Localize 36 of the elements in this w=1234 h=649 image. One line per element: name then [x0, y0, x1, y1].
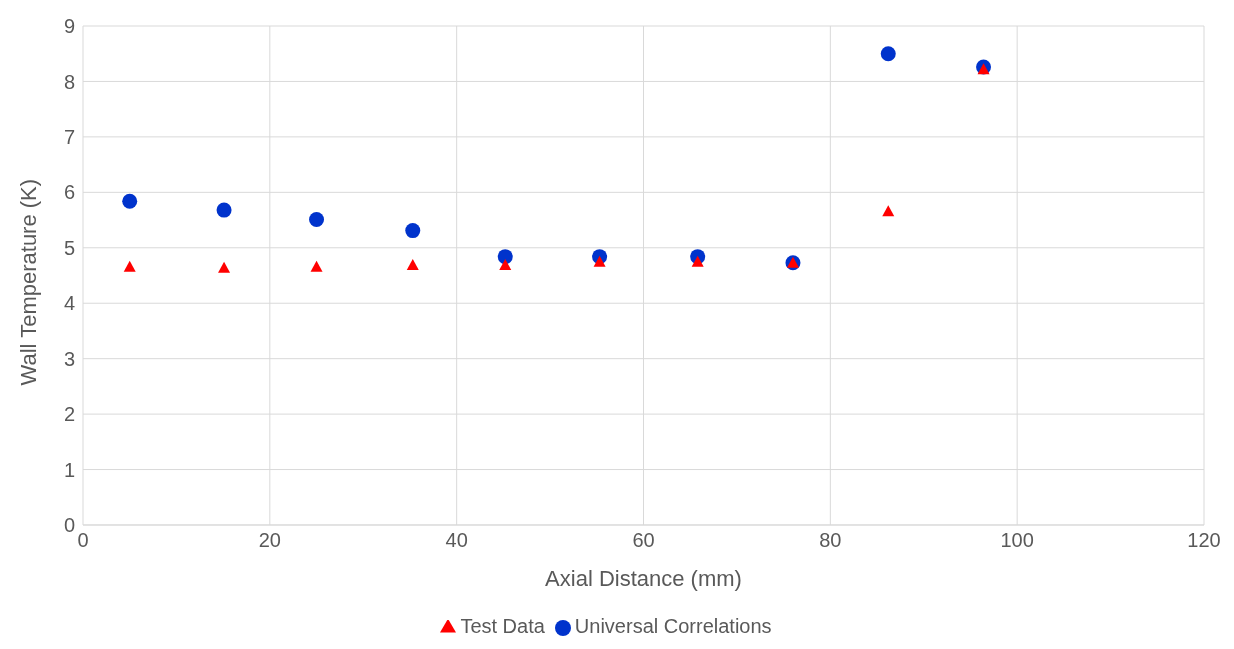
x-tick-label: 100: [1000, 529, 1034, 552]
x-tick-label: 0: [77, 529, 89, 552]
x-axis-title: Axial Distance (mm): [545, 565, 742, 591]
x-tick-label: 20: [258, 529, 281, 552]
point: [880, 46, 896, 62]
point: [691, 255, 704, 267]
y-tick-label: 7: [63, 125, 75, 148]
point: [977, 63, 990, 75]
y-tick-label: 2: [63, 403, 75, 426]
y-tick-label: 3: [63, 347, 75, 370]
y-tick-label: 0: [63, 514, 75, 537]
y-tick-label: 6: [63, 181, 75, 204]
point: [309, 212, 325, 227]
point: [216, 202, 232, 218]
point: [593, 255, 606, 267]
y-tick-label: 8: [63, 70, 75, 93]
y-axis-title: Wall Temperature (K): [15, 178, 41, 386]
legend-label: Test Data: [460, 615, 545, 637]
y-tick-label: 4: [63, 292, 75, 315]
y-tick-label: 9: [63, 15, 75, 38]
y-tick-label: 5: [63, 236, 75, 259]
point: [499, 258, 512, 270]
x-tick-label: 80: [819, 529, 842, 552]
x-tick-label: 60: [632, 529, 655, 552]
point: [405, 223, 421, 239]
point: [122, 193, 138, 209]
x-tick-label: 120: [1187, 529, 1221, 552]
point: [310, 260, 323, 272]
point: [123, 260, 136, 272]
x-tick-label: 40: [445, 529, 468, 552]
point: [406, 258, 419, 270]
y-tick-label: 1: [63, 458, 75, 481]
point: [882, 205, 895, 217]
point: [497, 249, 513, 265]
point: [218, 261, 231, 273]
legend-label: Universal Correlations: [574, 615, 772, 637]
